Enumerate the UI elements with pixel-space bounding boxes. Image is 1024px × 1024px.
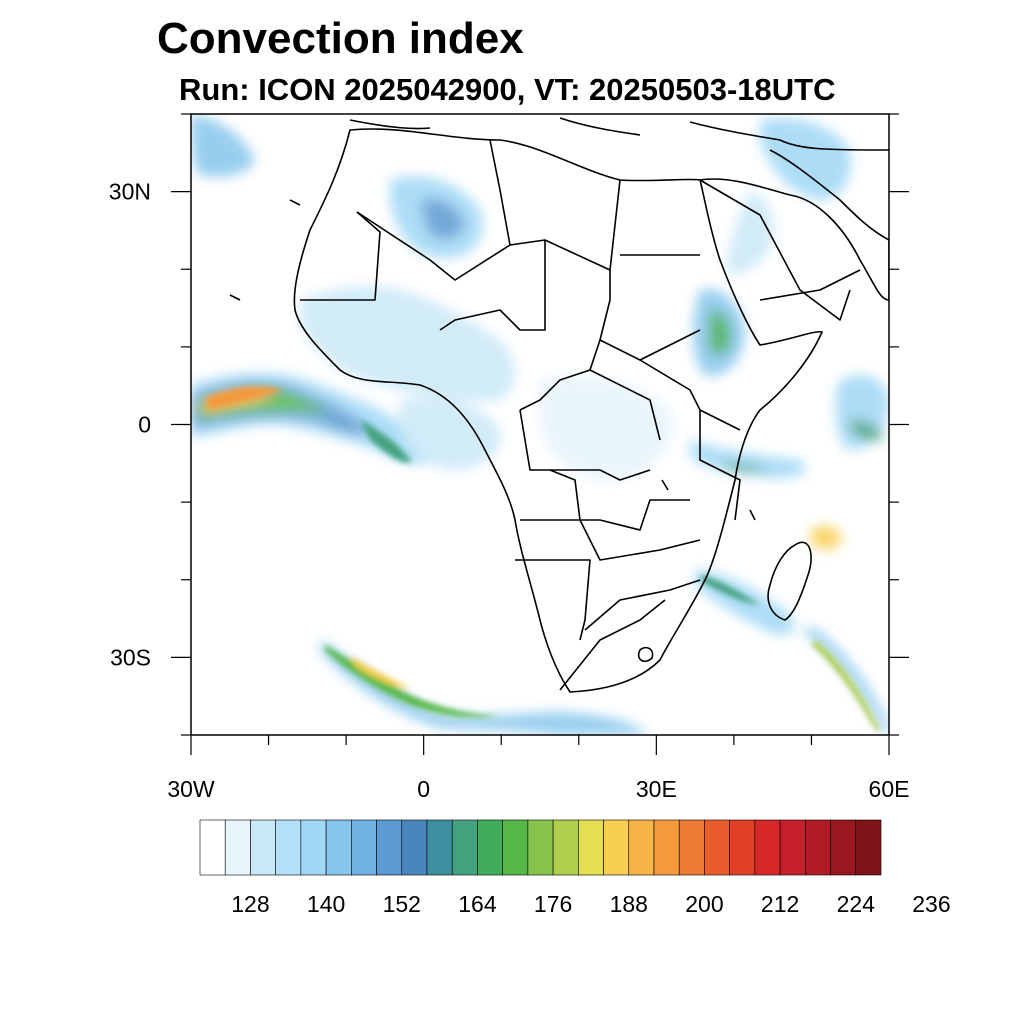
colorbar-label: 128	[231, 891, 269, 917]
colorbar-label: 224	[837, 891, 876, 917]
colorbar-swatch	[527, 819, 554, 876]
lon-label: 30W	[167, 776, 215, 802]
colorbar-swatch	[779, 819, 806, 876]
map-subtitle: Run: ICON 2025042900, VT: 20250503-18UTC	[179, 72, 836, 107]
colorbar-swatch	[325, 819, 352, 876]
lat-label: 30N	[109, 179, 151, 205]
colorbar-label: 212	[761, 891, 799, 917]
map-title: Convection index	[157, 14, 524, 63]
lat-label: 30S	[110, 644, 151, 670]
lon-label: 0	[417, 776, 430, 802]
country-borders	[229, 117, 889, 693]
convection-field	[191, 114, 889, 735]
colorbar-swatch	[628, 819, 655, 876]
lon-label: 30E	[636, 776, 677, 802]
colorbar-label: 236	[912, 891, 950, 917]
lat-label: 0	[138, 412, 151, 438]
colorbar-swatch	[224, 819, 251, 876]
colorbar-swatch	[275, 819, 302, 876]
colorbar-swatch	[754, 819, 781, 876]
colorbar-labels: 128 140 152 164 176 188 200 212 224 236	[231, 891, 950, 917]
colorbar-label: 200	[685, 891, 723, 917]
lon-label: 60E	[869, 776, 910, 802]
colorbar-swatch	[426, 819, 453, 876]
colorbar-swatch	[855, 819, 882, 876]
colorbar-swatch	[653, 819, 680, 876]
colorbar-swatch	[300, 819, 327, 876]
colorbar-swatch	[729, 819, 756, 876]
colorbar-swatch	[451, 819, 478, 876]
colorbar-swatch	[477, 819, 503, 876]
colorbar-swatch	[603, 819, 630, 876]
colorbar-swatch	[578, 819, 604, 876]
axis-labels: 30N 0 30S 30W 0 30E 60E	[109, 179, 910, 802]
colorbar-swatch	[678, 819, 705, 876]
colorbar-swatch	[351, 819, 377, 876]
colorbar-swatch	[250, 819, 276, 876]
colorbar	[199, 819, 882, 876]
colorbar-swatch	[502, 819, 529, 876]
map-ticks	[171, 113, 909, 755]
colorbar-swatch	[704, 819, 730, 876]
colorbar-label: 176	[534, 891, 572, 917]
colorbar-swatch	[830, 819, 857, 876]
colorbar-swatch	[401, 819, 428, 876]
colorbar-swatch	[199, 819, 226, 876]
colorbar-label: 152	[383, 891, 421, 917]
colorbar-label: 140	[307, 891, 345, 917]
colorbar-swatch	[805, 819, 831, 876]
colorbar-swatch	[376, 819, 403, 876]
colorbar-label: 164	[458, 891, 497, 917]
colorbar-swatch	[552, 819, 579, 876]
colorbar-label: 188	[610, 891, 648, 917]
